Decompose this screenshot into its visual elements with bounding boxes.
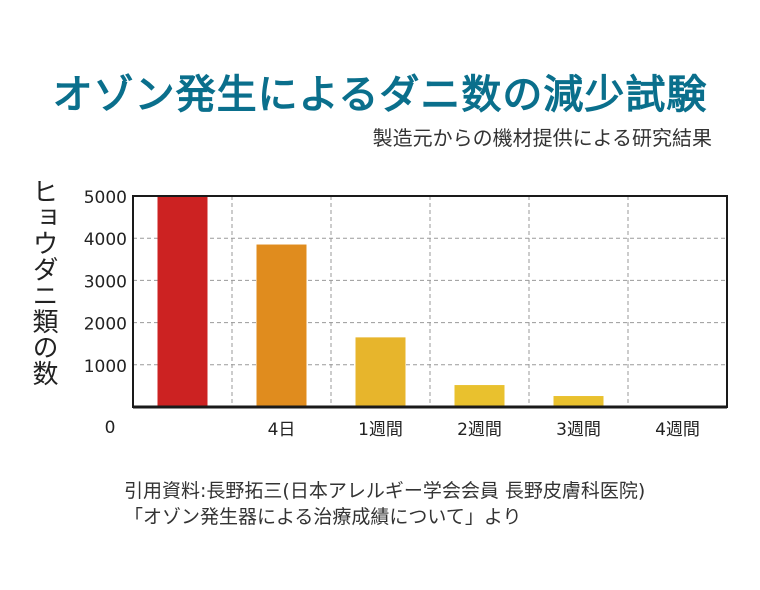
bar-chart: 5000 4000 3000 2000 1000 0 4日 1週間 2週間 3週間 4週間: [84, 188, 728, 440]
source-line-2: 「オゾン発生器による治療成績について」より: [124, 506, 522, 528]
chart-title: オゾン発生によるダニ数の減少試験: [52, 72, 708, 118]
x-tick-label: 1週間: [358, 420, 403, 440]
bar: [454, 385, 505, 407]
bar: [256, 244, 307, 407]
y-tick-label: 2000: [84, 315, 127, 335]
chart-subtitle: 製造元からの機材提供による研究結果: [372, 126, 712, 150]
y-tick-label: 1000: [84, 357, 127, 377]
y-tick-label: 4000: [84, 230, 127, 250]
source-line-1: 引用資料:長野拓三(日本アレルギー学会会員 長野皮膚科医院): [124, 480, 646, 502]
x-tick-label: 4週間: [655, 420, 700, 440]
bar: [355, 337, 406, 407]
y-axis-label: ヒョウダニ類の数: [28, 178, 58, 386]
bar: [157, 196, 208, 407]
source-citation: 引用資料:長野拓三(日本アレルギー学会会員 長野皮膚科医院) 「オゾン発生器によ…: [124, 478, 645, 530]
y-tick-label: 3000: [84, 272, 127, 292]
x-tick-label: 3週間: [556, 420, 601, 440]
y-tick-label: 5000: [84, 188, 127, 208]
bar: [553, 396, 604, 407]
y-origin-label: 0: [105, 418, 116, 438]
x-tick-label: 4日: [268, 420, 296, 440]
x-tick-label: 2週間: [457, 420, 502, 440]
